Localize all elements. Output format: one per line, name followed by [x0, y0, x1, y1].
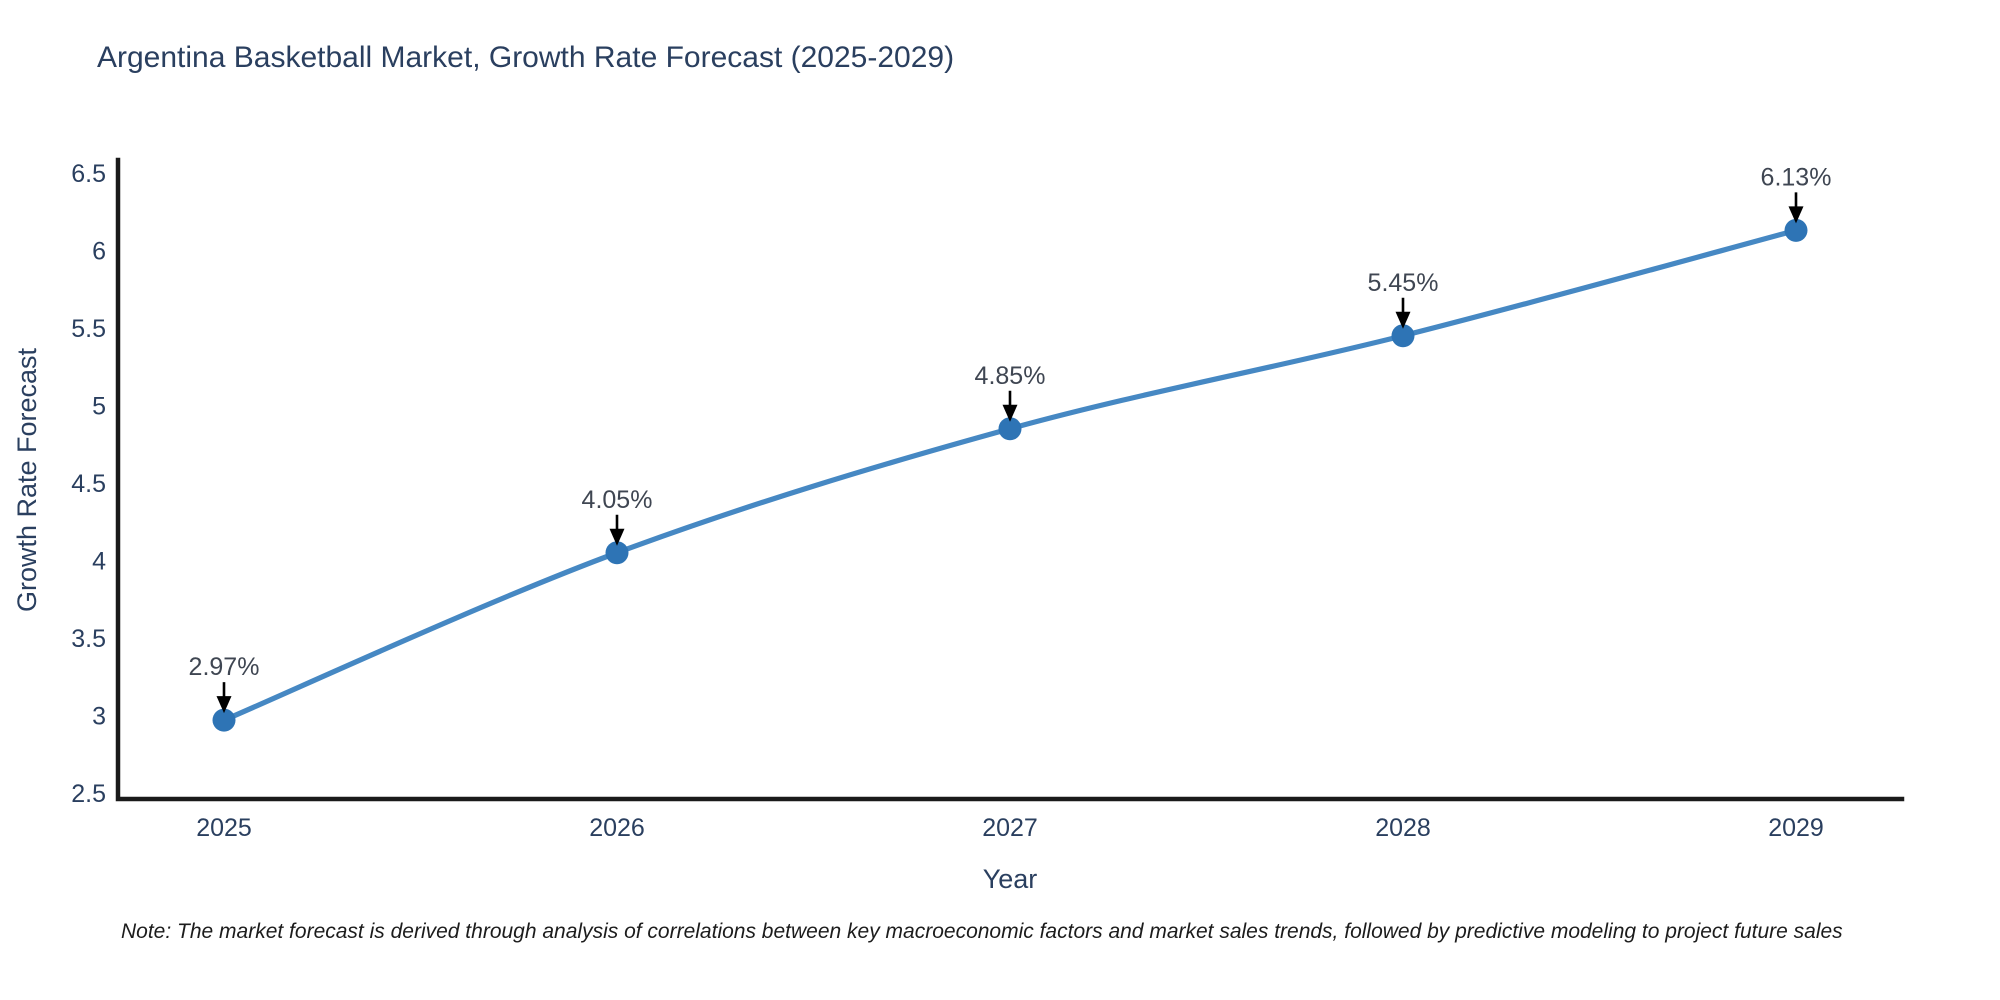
x-axis-tick-labels: 2025 2026 2027 2028 2029: [196, 814, 1824, 842]
x-tick-label: 2025: [196, 814, 252, 842]
data-point-label: 4.05%: [582, 486, 653, 514]
y-tick-label: 6.5: [71, 160, 106, 188]
y-tick-label: 4.5: [71, 470, 106, 498]
growth-line: [221, 227, 1799, 723]
data-point-marker: [605, 541, 629, 565]
annotation-arrow-head: [609, 528, 625, 546]
series-line: [221, 227, 1799, 723]
data-point-marker: [1391, 324, 1415, 348]
x-tick-label: 2028: [1375, 814, 1431, 842]
y-tick-label: 3: [92, 703, 106, 731]
x-tick-label: 2027: [982, 814, 1038, 842]
data-point-label: 5.45%: [1368, 269, 1439, 297]
data-point-label: 6.13%: [1761, 163, 1832, 191]
annotation-arrow-head: [1395, 311, 1411, 329]
axis-lines: [115, 157, 1905, 802]
y-tick-label: 4: [92, 548, 106, 576]
y-tick-label: 5: [92, 393, 106, 421]
y-axis-title: Growth Rate Forecast: [12, 347, 42, 612]
data-point-marker: [998, 417, 1022, 441]
y-axis-tick-labels: 2.5 3 3.5 4 4.5 5 5.5 6 6.5: [71, 160, 106, 808]
series-markers: [212, 218, 1808, 732]
y-tick-label: 2.5: [71, 780, 106, 808]
annotation-arrow-head: [1002, 404, 1018, 422]
point-annotations: 2.97% 4.05% 4.85% 5.45% 6.13%: [189, 163, 1832, 714]
footnote: Note: The market forecast is derived thr…: [121, 920, 1843, 943]
y-tick-label: 6: [92, 238, 106, 266]
data-point-marker: [212, 708, 236, 732]
y-tick-label: 3.5: [71, 625, 106, 653]
x-tick-label: 2026: [589, 814, 645, 842]
x-tick-label: 2029: [1768, 814, 1824, 842]
data-point-label: 4.85%: [975, 362, 1046, 390]
annotation-arrow-head: [1788, 206, 1804, 224]
annotation-arrow-head: [216, 696, 232, 714]
y-tick-label: 5.5: [71, 315, 106, 343]
chart-title: Argentina Basketball Market, Growth Rate…: [97, 41, 954, 74]
x-axis-title: Year: [983, 864, 1038, 894]
data-point-marker: [1784, 218, 1808, 242]
data-point-label: 2.97%: [189, 653, 260, 681]
